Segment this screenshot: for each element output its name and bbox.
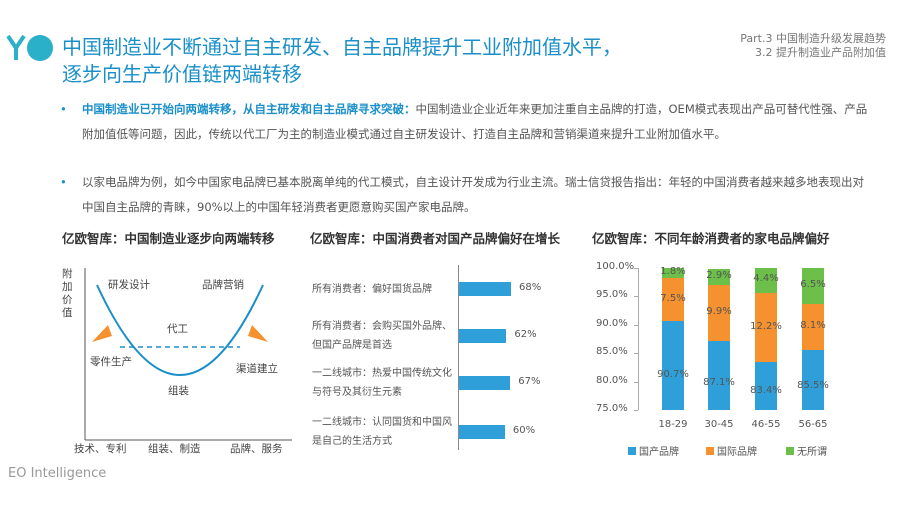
logo <box>6 34 53 61</box>
panel-title: 亿欧智库：中国制造业逐步向两端转移 <box>62 231 275 246</box>
y-tick-label: 75.0% <box>596 403 628 414</box>
node-label: 渠道建立 <box>236 363 278 375</box>
node-label: 研发设计 <box>108 279 150 291</box>
panel-title: 亿欧智库：不同年龄消费者的家电品牌偏好 <box>592 231 830 246</box>
arrow <box>92 325 112 342</box>
value-label: 4.4% <box>753 273 779 285</box>
bar <box>459 282 511 296</box>
arrow <box>248 325 268 342</box>
value-label: 9.9% <box>706 306 732 318</box>
x-tick-label: 56-65 <box>798 419 828 430</box>
category-label: 一二线城市：认同国货和中国风是自己的生活方式 <box>312 417 452 447</box>
section: Part.3 中国制造升级发展趋势 3.2 提升制造业产品附加值 <box>740 32 886 60</box>
bullet-dot: • <box>60 175 67 189</box>
x-label: 技术、专利 <box>74 443 127 455</box>
x-tick-label: 46-55 <box>751 419 781 430</box>
value-label: 1.8% <box>660 266 686 278</box>
value-label: 62% <box>514 329 537 340</box>
smile-diagram <box>84 268 292 441</box>
value-label: 7.5% <box>660 292 686 304</box>
bar <box>459 329 507 343</box>
node-label: 零件生产 <box>90 356 132 368</box>
smile-curve <box>96 284 264 376</box>
tick-mark <box>634 381 638 383</box>
value-label: 12.2% <box>750 320 782 332</box>
value-label: 90.7% <box>657 369 689 381</box>
x-label: 品牌、服务 <box>230 443 283 455</box>
legend-label: 无所谓 <box>797 447 827 458</box>
tick-mark <box>634 296 638 298</box>
bar-segment <box>708 285 730 342</box>
node-label: 组装 <box>168 385 189 397</box>
bar-segment <box>755 362 777 410</box>
category-label: 所有消费者：偏好国货品牌 <box>312 283 432 295</box>
y-axis <box>638 268 639 410</box>
section-label: 3.2 提升制造业产品附加值 <box>755 46 886 59</box>
bar-segment <box>662 268 684 279</box>
value-label: 67% <box>518 376 541 387</box>
x-tick-label: 18-29 <box>658 419 688 430</box>
node-label: 品牌营销 <box>202 279 244 291</box>
tick-mark <box>634 268 638 269</box>
legend-swatch <box>706 447 714 455</box>
y-tick-label: 80.0% <box>596 374 628 386</box>
bullet-dot: • <box>60 102 67 116</box>
y-tick-label: 85.0% <box>596 346 628 358</box>
bullet: • 以家电品牌为例，如今中国家电品牌已基本脱离单纯的代工模式，自主设计开发成为行… <box>60 170 875 220</box>
bullet: • 中国制造业已开始向两端转移，从自主研发和自主品牌寻求突破：中国制造业企业近年… <box>60 97 875 147</box>
panel-title: 亿欧智库：中国消费者对国产品牌偏好在增长 <box>310 231 561 246</box>
title-line: 逐步向生产价值链两端转移 <box>62 62 302 86</box>
value-label: 2.9% <box>706 269 732 281</box>
bullet-body: 中国制造业企业近年来更加注重自主品牌的打造，OEM模式表现出产品可替代性强、产品… <box>82 102 868 141</box>
bullet-lead: 中国制造业已开始向两端转移，从自主研发和自主品牌寻求突破： <box>82 102 416 116</box>
bar-segment <box>662 278 684 321</box>
bar-segment <box>755 268 777 293</box>
value-label: 68% <box>519 282 542 293</box>
legend-swatch <box>786 447 794 455</box>
bar-segment <box>662 320 684 410</box>
y-tick-label: 100.0% <box>596 261 635 272</box>
node-label: 代工 <box>167 323 188 335</box>
x-label: 组装、制造 <box>148 443 201 455</box>
category-label: 所有消费者：会购买国外品牌、但国产品牌是首选 <box>312 321 452 351</box>
y-axis-label: 附加价值 <box>62 268 73 319</box>
bar-segment <box>802 350 824 410</box>
part-label: Part.3 中国制造升级发展趋势 <box>740 32 886 45</box>
bullet-text: 中国制造业已开始向两端转移，从自主研发和自主品牌寻求突破：中国制造业企业近年来更… <box>82 97 875 147</box>
legend-label: 国际品牌 <box>717 447 757 458</box>
value-label: 87.1% <box>703 376 735 388</box>
tick-mark <box>634 324 638 326</box>
bullet-body: 以家电品牌为例，如今中国家电品牌已基本脱离单纯的代工模式，自主设计开发成为行业主… <box>82 175 864 214</box>
axis-line <box>458 265 459 450</box>
value-label: 6.5% <box>800 279 826 291</box>
bar-segment <box>802 268 824 305</box>
value-label: 8.1% <box>800 320 826 332</box>
tick-mark <box>634 410 638 411</box>
y-tick-label: 90.0% <box>596 317 628 329</box>
category-label: 一二线城市：热爱中国传统文化与符号及其衍生元素 <box>312 368 452 398</box>
tick-mark <box>634 353 638 355</box>
bar-segment <box>802 304 824 351</box>
bar <box>459 376 511 390</box>
bar <box>459 425 505 439</box>
value-label: 85.5% <box>797 380 829 392</box>
bar-segment <box>755 292 777 363</box>
legend-swatch <box>628 447 636 455</box>
y-tick-label: 95.0% <box>596 289 628 301</box>
legend-label: 国产品牌 <box>639 447 679 458</box>
bar-segment <box>708 268 730 286</box>
footer: EO Intelligence <box>8 466 107 481</box>
title-line: 中国制造业不断通过自主研发、自主品牌提升工业附加值水平， <box>62 35 622 59</box>
bar-segment <box>708 341 730 410</box>
value-label: 60% <box>512 425 536 436</box>
x-tick-label: 30-45 <box>704 419 734 430</box>
title: 中国制造业不断通过自主研发、自主品牌提升工业附加值水平， 逐步向生产价值链两端转… <box>62 34 702 88</box>
value-label: 83.4% <box>750 384 782 396</box>
